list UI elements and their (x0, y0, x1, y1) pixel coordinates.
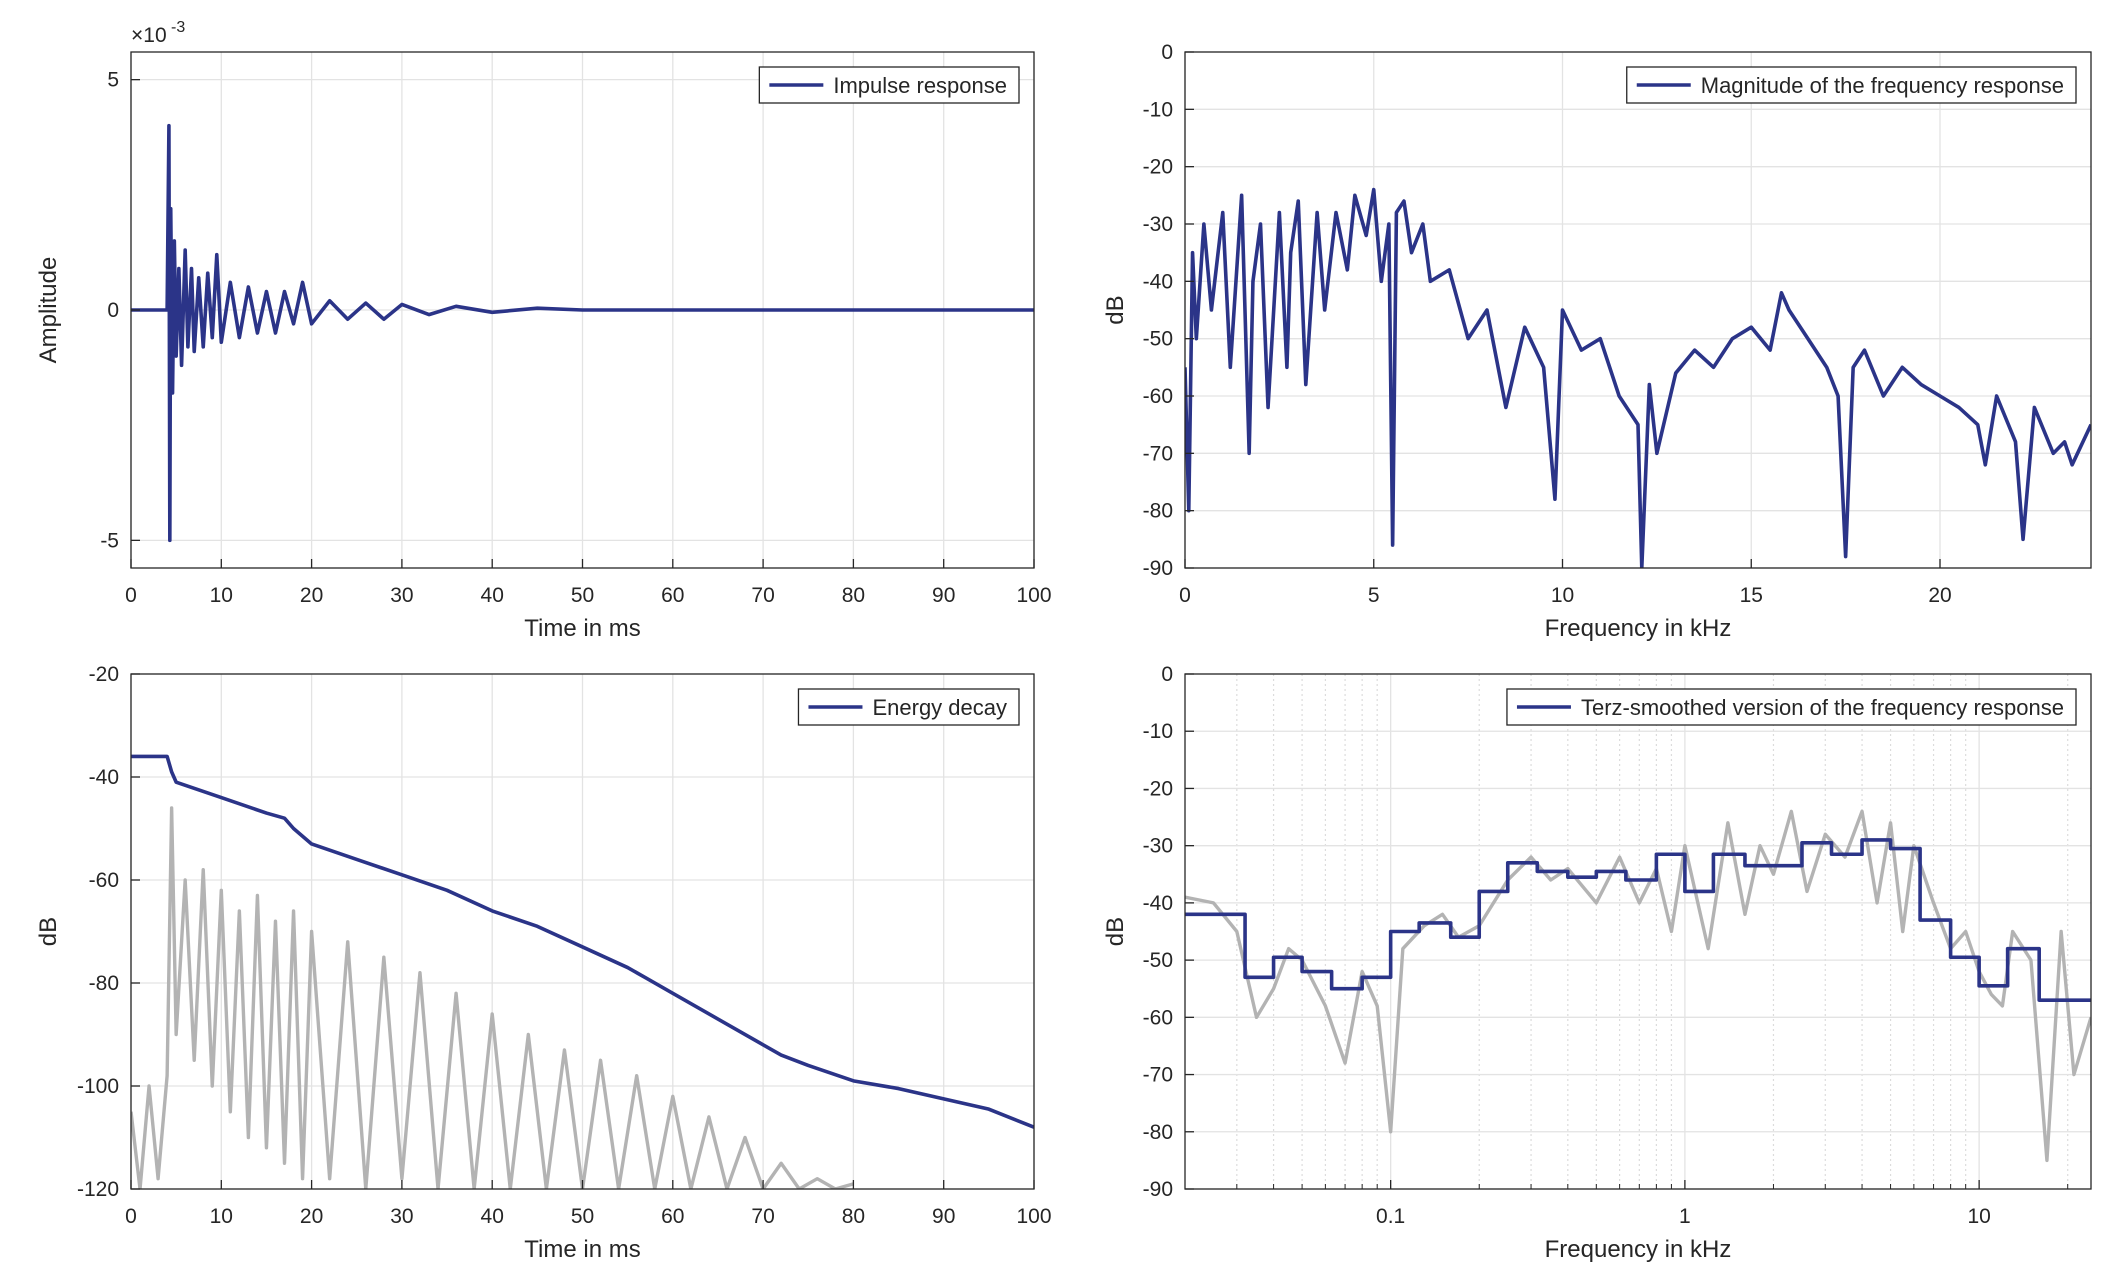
y-tick-label: -70 (1143, 442, 1173, 465)
legend-box (1626, 66, 2077, 104)
x-axis-label: Time in ms (524, 615, 640, 642)
series-line (1185, 838, 2091, 1002)
x-tick-label: 5 (1368, 584, 1380, 607)
x-axis-label: Time in ms (524, 1236, 640, 1263)
x-tick-label: 80 (842, 584, 865, 607)
y-tick-label: -5 (100, 529, 119, 552)
x-tick-label: 1 (1679, 1205, 1691, 1228)
x-tick-label: 80 (842, 1205, 865, 1228)
y-tick-label: 0 (1161, 663, 1173, 686)
x-tick-label: 40 (481, 1205, 504, 1228)
y-tick-label: -10 (1143, 98, 1173, 121)
legend: Terz-smoothed version of the frequency r… (1506, 688, 2077, 726)
y-tick-label: -50 (1143, 328, 1173, 351)
legend: Energy decay (797, 688, 1020, 726)
legend: Impulse response (758, 66, 1020, 104)
x-tick-label: 10 (1551, 584, 1574, 607)
x-axis-label: Frequency in kHz (1545, 1236, 1732, 1263)
legend: Magnitude of the frequency response (1626, 66, 2077, 104)
y-tick-label: -30 (1143, 835, 1173, 858)
y-tick-label: -10 (1143, 720, 1173, 743)
x-tick-label: 70 (751, 584, 774, 607)
x-tick-label: 10 (210, 584, 233, 607)
x-tick-label: 0 (125, 1205, 137, 1228)
y-tick-label: -60 (1143, 385, 1173, 408)
y-axis-label: Amplitude (35, 257, 62, 364)
x-tick-label: 20 (300, 1205, 323, 1228)
x-tick-label: 10 (210, 1205, 233, 1228)
y-tick-label: -40 (1143, 892, 1173, 915)
y-exponent: -3 (171, 19, 185, 36)
x-tick-label: 60 (661, 584, 684, 607)
y-tick-label: -60 (1143, 1006, 1173, 1029)
series-line (1185, 187, 2091, 568)
legend-label: Terz-smoothed version of the frequency r… (1581, 695, 2064, 720)
x-tick-label: 15 (1740, 584, 1763, 607)
y-tick-label: -40 (1143, 270, 1173, 293)
subplot: 0.1 1 10 -90 -80 -70 -60 -50 -40 -30 -20 -10 0 Freque… (1102, 663, 2092, 1263)
legend-label: Magnitude of the frequency response (1701, 73, 2064, 98)
x-tick-label: 30 (390, 1205, 413, 1228)
x-tick-label: 20 (300, 584, 323, 607)
legend-box (1506, 688, 2077, 726)
axes-box (1184, 51, 2092, 569)
y-tick-label: 0 (1161, 41, 1173, 64)
x-tick-label: 90 (932, 1205, 955, 1228)
x-tick-label: 0.1 (1376, 1205, 1405, 1228)
series-line (131, 123, 1034, 543)
y-tick-label: -20 (89, 663, 119, 686)
y-axis-label: dB (1102, 917, 1129, 946)
y-tick-label: -80 (1143, 1121, 1173, 1144)
y-tick-label: -50 (1143, 949, 1173, 972)
x-tick-label: 10 (1967, 1205, 1990, 1228)
x-tick-label: 30 (390, 584, 413, 607)
x-tick-label: 50 (571, 584, 594, 607)
y-tick-label: -80 (1143, 500, 1173, 523)
y-tick-label: -90 (1143, 1178, 1173, 1201)
x-tick-label: 100 (1016, 584, 1051, 607)
subplot: 0 5 10 15 20 -90 -80 -70 -60 -50 -40 -30 -20 -10 0 Freq… (1102, 41, 2092, 642)
x-tick-label: 20 (1928, 584, 1951, 607)
x-tick-label: 0 (1179, 584, 1191, 607)
x-tick-label: 40 (481, 584, 504, 607)
y-tick-label: -70 (1143, 1064, 1173, 1087)
y-axis-label: dB (35, 917, 62, 946)
x-tick-label: 70 (751, 1205, 774, 1228)
subplot: 0 10 20 30 40 50 60 70 80 90 100 -5 0 5 Time in ms Ampl… (35, 19, 1052, 642)
x-tick-label: 50 (571, 1205, 594, 1228)
y-tick-label: -120 (77, 1178, 119, 1201)
plot-area (1185, 674, 2091, 1189)
y-exponent-base: ×10 (131, 24, 167, 47)
legend-label: Energy decay (872, 695, 1007, 720)
y-tick-label: 0 (107, 299, 119, 322)
y-axis-label: dB (1102, 295, 1129, 324)
y-tick-label: -30 (1143, 213, 1173, 236)
y-tick-label: -60 (89, 869, 119, 892)
x-tick-label: 90 (932, 584, 955, 607)
x-tick-label: 0 (125, 584, 137, 607)
x-tick-label: 60 (661, 1205, 684, 1228)
y-tick-label: -20 (1143, 156, 1173, 179)
series-line (131, 806, 854, 1189)
y-tick-label: -90 (1143, 557, 1173, 580)
legend-label: Impulse response (833, 73, 1007, 98)
subplot: 0 10 20 30 40 50 60 70 80 90 100 -120 -100 -80 -60 -40 -… (35, 663, 1052, 1263)
axes-box (1184, 673, 2092, 1190)
y-tick-label: -20 (1143, 777, 1173, 800)
y-tick-label: 5 (107, 69, 119, 92)
y-tick-label: -80 (89, 972, 119, 995)
y-tick-label: -100 (77, 1075, 119, 1098)
x-tick-label: 100 (1016, 1205, 1051, 1228)
x-axis-label: Frequency in kHz (1545, 615, 1732, 642)
series-line (1185, 809, 2091, 1163)
y-tick-label: -40 (89, 766, 119, 789)
series-line (131, 754, 1034, 1129)
